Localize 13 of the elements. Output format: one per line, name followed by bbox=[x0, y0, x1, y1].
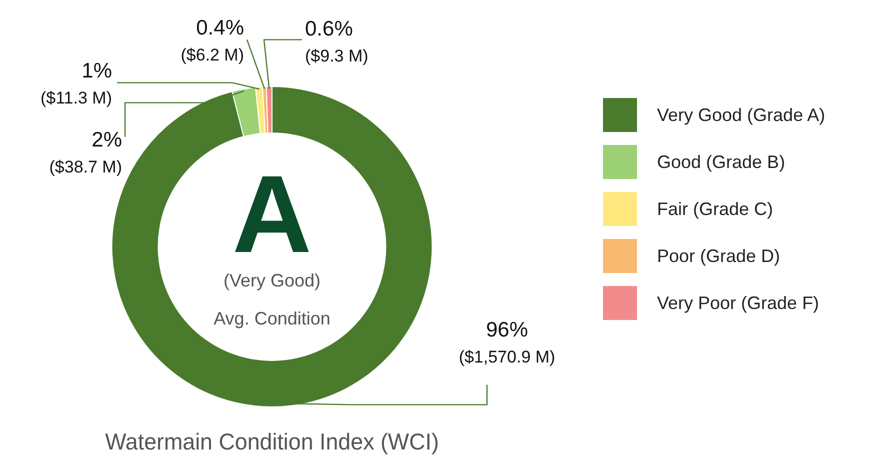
data-label: 0.6% ($9.3 M) bbox=[305, 17, 368, 66]
legend-label: Good (Grade B) bbox=[657, 152, 786, 172]
legend-label: Very Good (Grade A) bbox=[657, 104, 826, 126]
text: Watermain Condition Index (WCI) bbox=[105, 428, 439, 455]
legend-label: Fair (Grade C) bbox=[657, 198, 774, 220]
legend-label: Very Poor (Grade F) bbox=[657, 292, 820, 314]
data-label: 0.4% ($6.2 M) bbox=[180, 16, 244, 64]
text: (Very Good) bbox=[223, 270, 321, 291]
text: Avg. Condition bbox=[214, 308, 330, 329]
data-label: 96% ($1,570.9 M) bbox=[458, 318, 556, 366]
data-label: 2% ($38.7 M) bbox=[49, 128, 122, 176]
legend-label: Poor (Grade D) bbox=[657, 246, 780, 266]
data-label: 1% ($11.3 M) bbox=[40, 59, 112, 108]
